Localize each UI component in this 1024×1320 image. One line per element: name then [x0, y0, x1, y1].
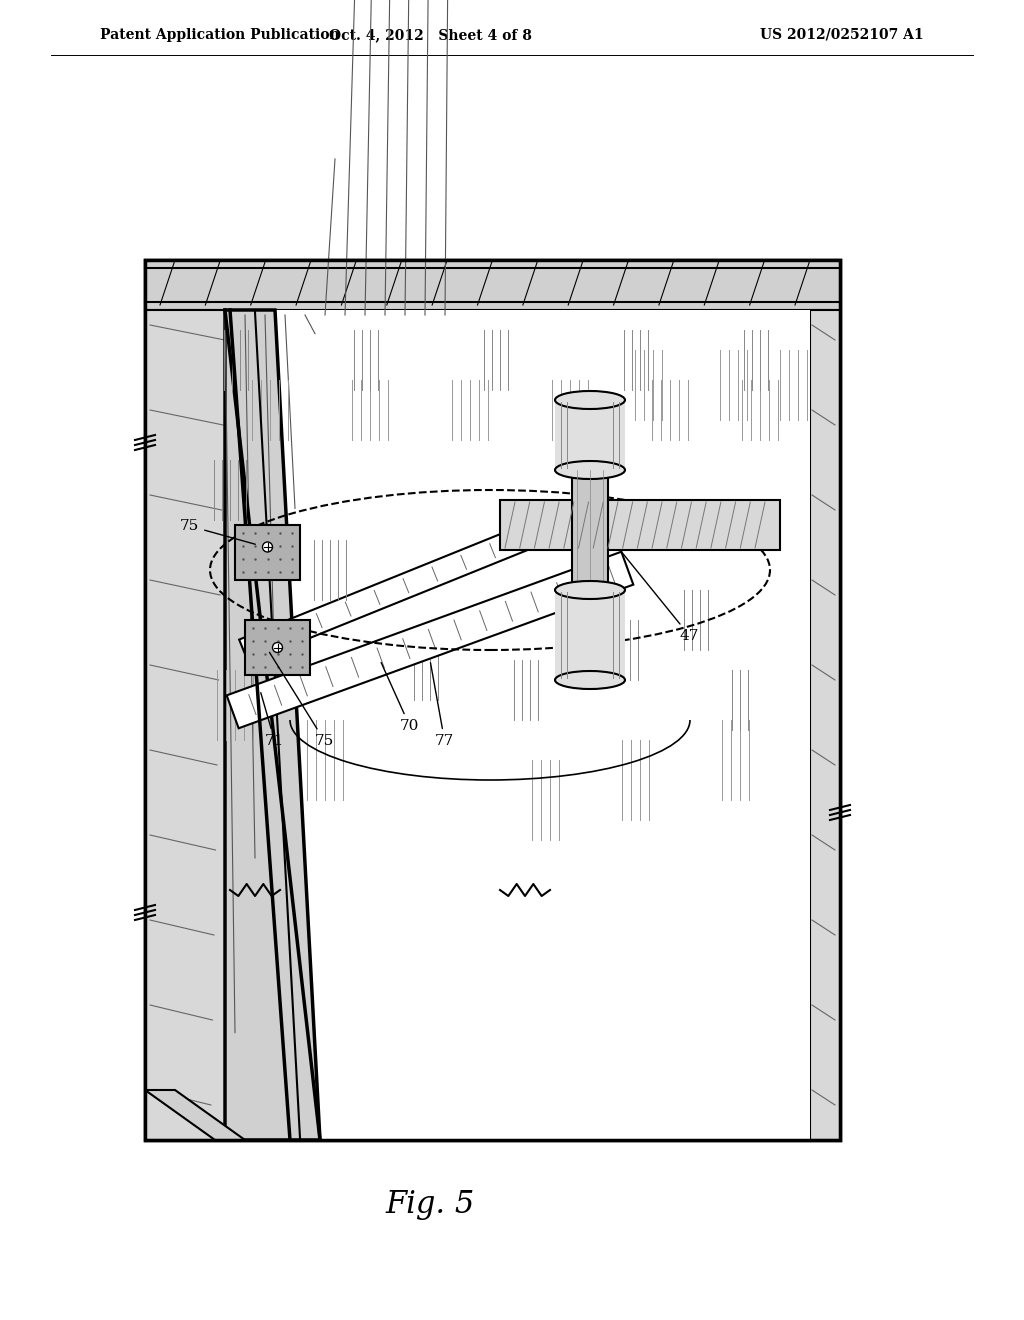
- Bar: [225, 310, 810, 1140]
- Ellipse shape: [555, 391, 625, 409]
- Ellipse shape: [555, 581, 625, 599]
- Polygon shape: [226, 552, 633, 729]
- Bar: [572, 470, 608, 590]
- Text: 77: 77: [430, 663, 455, 748]
- Bar: [555, 590, 625, 680]
- Text: Fig. 5: Fig. 5: [385, 1189, 475, 1221]
- Polygon shape: [810, 310, 840, 1140]
- Text: 75: 75: [269, 652, 334, 748]
- Text: Oct. 4, 2012   Sheet 4 of 8: Oct. 4, 2012 Sheet 4 of 8: [329, 28, 531, 42]
- Polygon shape: [145, 1090, 245, 1140]
- Polygon shape: [225, 310, 319, 1140]
- Ellipse shape: [262, 543, 272, 552]
- Text: 70: 70: [381, 663, 420, 733]
- Bar: [555, 400, 625, 470]
- Polygon shape: [145, 310, 265, 1140]
- FancyBboxPatch shape: [245, 620, 310, 675]
- Text: US 2012/0252107 A1: US 2012/0252107 A1: [760, 28, 924, 42]
- Polygon shape: [240, 498, 601, 663]
- Ellipse shape: [555, 671, 625, 689]
- FancyBboxPatch shape: [234, 525, 300, 579]
- Bar: [145, 260, 840, 1140]
- Text: Patent Application Publication: Patent Application Publication: [100, 28, 340, 42]
- Text: 71: 71: [261, 693, 285, 748]
- Ellipse shape: [555, 461, 625, 479]
- Ellipse shape: [272, 643, 283, 652]
- Bar: [145, 260, 840, 1140]
- Text: 47: 47: [622, 552, 699, 643]
- Text: 75: 75: [180, 519, 255, 544]
- Bar: [145, 260, 840, 310]
- Bar: [500, 500, 780, 550]
